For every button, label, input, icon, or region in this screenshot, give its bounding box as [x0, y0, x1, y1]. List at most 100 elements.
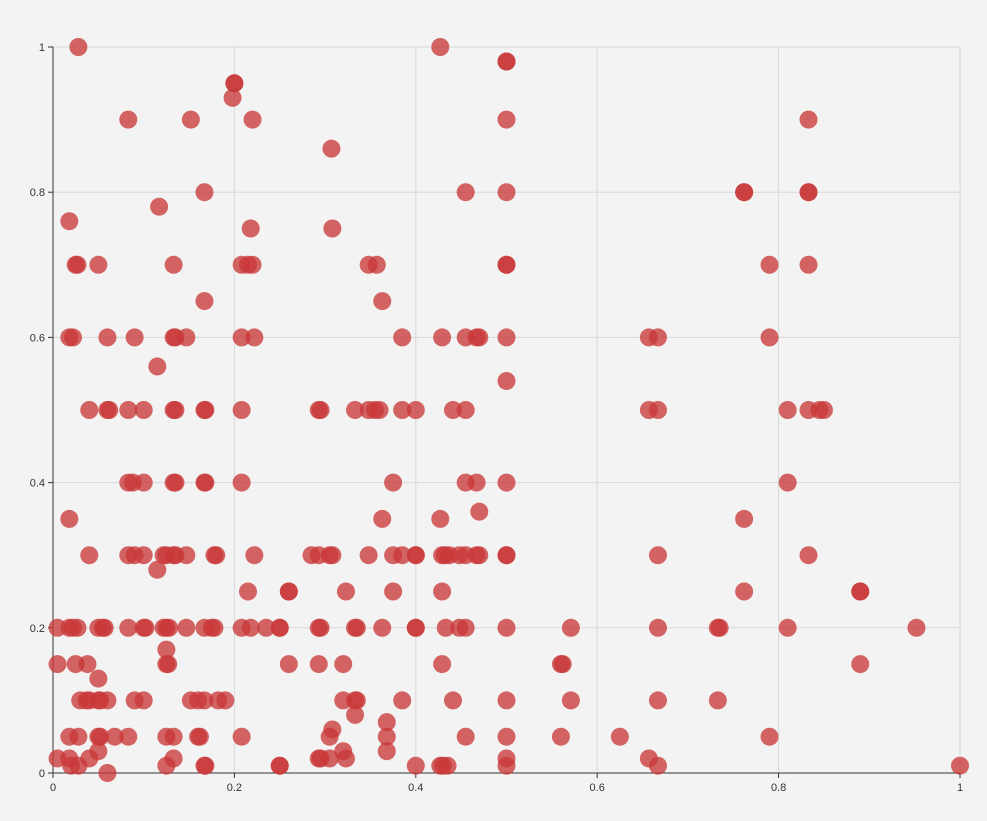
scatter-point — [60, 212, 79, 231]
scatter-point — [270, 618, 289, 637]
scatter-point — [136, 618, 155, 637]
scatter-point — [336, 582, 355, 601]
scatter-point — [195, 183, 214, 202]
scatter-point — [98, 764, 117, 782]
scatter-point — [433, 655, 452, 674]
scatter-point — [436, 618, 455, 637]
scatter-point — [443, 691, 462, 710]
scatter-point — [610, 727, 629, 746]
scatter-point — [346, 401, 365, 419]
scatter-point — [205, 618, 224, 637]
scatter-point — [373, 618, 392, 637]
scatter-point — [159, 655, 178, 674]
scatter-point — [164, 255, 183, 274]
scatter-point — [431, 509, 450, 528]
scatter-point — [497, 328, 516, 347]
scatter-point — [78, 655, 97, 674]
scatter-point — [377, 742, 396, 761]
scatter-point — [497, 183, 516, 202]
scatter-point — [309, 655, 328, 674]
x-tick-label: 0.8 — [771, 782, 786, 794]
scatter-point — [851, 655, 870, 674]
x-tick-label: 0.6 — [590, 782, 605, 794]
scatter-point — [497, 371, 516, 390]
scatter-point — [232, 473, 251, 492]
scatter-point — [735, 183, 754, 202]
scatter-point — [406, 401, 425, 419]
y-tick-label: 0 — [39, 768, 45, 780]
scatter-point — [95, 618, 114, 637]
scatter-point — [735, 582, 754, 601]
scatter-point — [232, 401, 251, 419]
scatter-point — [257, 618, 276, 637]
scatter-point — [347, 691, 366, 710]
scatter-point — [384, 473, 403, 492]
scatter-point — [245, 546, 264, 565]
scatter-point — [551, 727, 570, 746]
scatter-point — [497, 618, 516, 637]
scatter-point — [778, 473, 797, 492]
scatter-point — [443, 401, 462, 419]
scatter-point — [760, 255, 779, 274]
scatter-point — [648, 401, 667, 419]
scatter-point — [196, 473, 215, 492]
scatter-point — [195, 691, 214, 710]
scatter-point — [190, 727, 209, 746]
scatter-point — [648, 691, 667, 710]
scatter-point — [370, 401, 389, 419]
scatter-point — [648, 328, 667, 347]
scatter-point — [470, 328, 489, 347]
scatter-point — [223, 88, 242, 107]
scatter-point — [207, 546, 226, 565]
scatter-point — [907, 618, 926, 637]
scatter-point — [497, 110, 516, 129]
scatter-point — [279, 582, 298, 601]
scatter-point — [497, 473, 516, 492]
scatter-point — [80, 546, 99, 565]
scatter-point — [311, 618, 330, 637]
y-tick-label: 1 — [39, 42, 45, 54]
scatter-point — [433, 328, 452, 347]
scatter-point — [181, 110, 200, 129]
scatter-point — [470, 546, 489, 565]
scatter-point — [456, 618, 475, 637]
scatter-point — [373, 292, 392, 311]
scatter-point — [196, 756, 215, 775]
scatter-point — [225, 74, 244, 93]
scatter-point — [119, 727, 138, 746]
scatter-point — [393, 328, 412, 347]
scatter-point — [497, 255, 516, 274]
scatter-point — [243, 255, 262, 274]
scatter-point — [91, 727, 110, 746]
scatter-point — [367, 255, 386, 274]
scatter-point — [241, 618, 260, 637]
scatter-point — [323, 219, 342, 238]
scatter-point — [377, 727, 396, 746]
scatter-point — [708, 691, 727, 710]
scatter-point — [799, 255, 818, 274]
scatter-point — [245, 328, 264, 347]
scatter-point — [89, 255, 108, 274]
scatter-point — [393, 691, 412, 710]
scatter-point — [760, 328, 779, 347]
scatter-point — [68, 255, 87, 274]
scatter-point — [157, 756, 176, 775]
scatter-point — [851, 582, 870, 601]
scatter-point — [431, 38, 450, 56]
scatter-point — [323, 546, 342, 565]
scatter-point — [134, 473, 153, 492]
scatter-point — [373, 509, 392, 528]
scatter-point — [125, 328, 144, 347]
scatter-point — [951, 756, 969, 775]
scatter-point — [334, 655, 353, 674]
scatter-point — [69, 38, 88, 56]
scatter-point — [648, 756, 667, 775]
scatter-point — [384, 582, 403, 601]
scatter-point — [195, 292, 214, 311]
scatter-point — [80, 401, 99, 419]
scatter-point — [467, 473, 486, 492]
scatter-point — [346, 705, 365, 724]
scatter-point — [648, 618, 667, 637]
